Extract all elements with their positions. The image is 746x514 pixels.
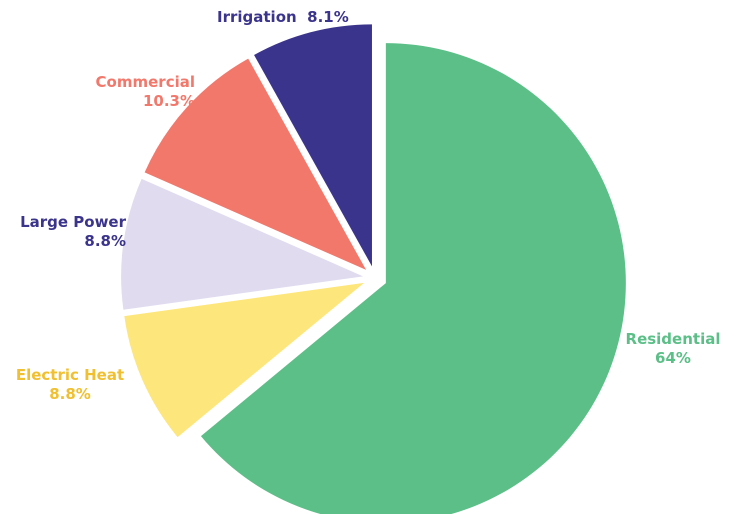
label-residential-name: Residential bbox=[625, 330, 721, 348]
label-large-power-name: Large Power bbox=[20, 213, 126, 231]
label-large-power: Large Power 8.8% bbox=[20, 213, 126, 251]
pie-slice-irrigation bbox=[254, 24, 372, 267]
label-irrigation-value: 8.1% bbox=[307, 8, 349, 26]
pie-slice-electric-heat bbox=[124, 282, 365, 438]
label-commercial-name: Commercial bbox=[95, 73, 195, 91]
pie-slice-commercial bbox=[144, 58, 367, 270]
label-commercial: Commercial 10.3% bbox=[96, 73, 195, 111]
label-commercial-value: 10.3% bbox=[142, 92, 195, 110]
label-irrigation-name: Irrigation bbox=[217, 8, 297, 26]
pie-slice-large-power bbox=[121, 178, 364, 310]
label-electric-heat: Electric Heat 8.8% bbox=[16, 366, 124, 404]
label-residential-value: 64% bbox=[655, 349, 691, 367]
label-large-power-value: 8.8% bbox=[84, 232, 126, 250]
label-residential: Residential 64% bbox=[626, 330, 721, 368]
label-electric-heat-value: 8.8% bbox=[49, 385, 91, 403]
label-electric-heat-name: Electric Heat bbox=[15, 366, 125, 384]
label-irrigation: Irrigation 8.1% bbox=[217, 8, 349, 27]
pie-slice-residential bbox=[200, 43, 626, 514]
